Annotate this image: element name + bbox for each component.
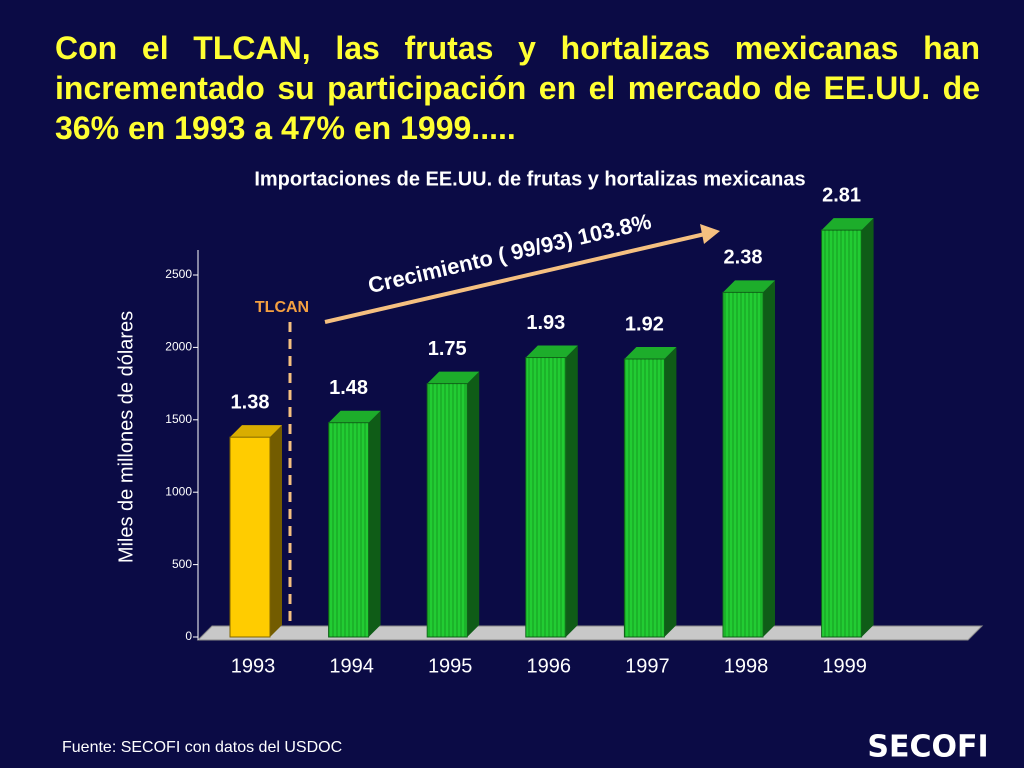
bar-stripes <box>624 358 665 637</box>
value-label: 1.75 <box>428 338 467 360</box>
y-tick-label: 1500 <box>165 412 192 426</box>
bar-top <box>427 371 480 384</box>
bar-stripes <box>525 357 566 637</box>
x-tick-label: 1998 <box>724 655 769 677</box>
x-tick-label: 1997 <box>625 655 670 677</box>
x-tick-label: 1993 <box>231 655 276 677</box>
bar-top <box>525 345 578 358</box>
bar-top <box>328 410 381 423</box>
bar-top <box>723 280 775 293</box>
bar-stripes <box>821 230 862 637</box>
growth-label: Crecimiento ( 99/93) 103.8% <box>366 209 654 299</box>
y-tick-label: 1000 <box>165 484 192 498</box>
chart-subtitle: Importaciones de EE.UU. de frutas y hort… <box>254 168 805 190</box>
logo: SECOFI <box>867 730 988 765</box>
slide-title: Con el TLCAN, las frutas y hortalizas me… <box>55 30 980 146</box>
bar-side <box>664 346 677 637</box>
y-tick-label: 500 <box>172 557 192 571</box>
tlcan-label: TLCAN <box>255 299 309 316</box>
arrow-head <box>700 224 720 244</box>
source: Fuente: SECOFI con datos del USDOC <box>62 739 342 756</box>
bar-stripes <box>723 292 763 637</box>
value-label: 2.81 <box>822 184 861 206</box>
floor <box>196 625 984 641</box>
x-tick-label: 1994 <box>329 655 374 677</box>
bar-side <box>565 345 578 637</box>
value-label: 1.38 <box>231 391 270 413</box>
bar-side <box>763 280 775 637</box>
bar-top <box>821 218 874 231</box>
y-axis-label: Miles de millones de dólares <box>115 311 137 563</box>
bar-side <box>368 410 381 637</box>
bar-stripes <box>328 422 369 637</box>
value-label: 1.93 <box>526 312 565 334</box>
bar-side <box>467 371 480 637</box>
value-label: 1.92 <box>625 313 664 335</box>
bar-top <box>624 346 677 359</box>
bar-stripes <box>427 383 468 637</box>
value-label: 1.48 <box>329 377 368 399</box>
bar-side <box>861 218 874 637</box>
y-tick-label: 2500 <box>165 267 192 281</box>
bar-top <box>230 425 282 438</box>
x-tick-label: 1999 <box>822 655 867 677</box>
y-tick-label: 0 <box>185 629 192 643</box>
growth-arrow <box>324 232 706 324</box>
bar <box>229 436 271 638</box>
x-tick-label: 1995 <box>428 655 473 677</box>
value-label: 2.38 <box>724 247 763 269</box>
x-tick-label: 1996 <box>527 655 572 677</box>
y-tick-label: 2000 <box>165 340 192 354</box>
bar-side <box>270 425 282 637</box>
